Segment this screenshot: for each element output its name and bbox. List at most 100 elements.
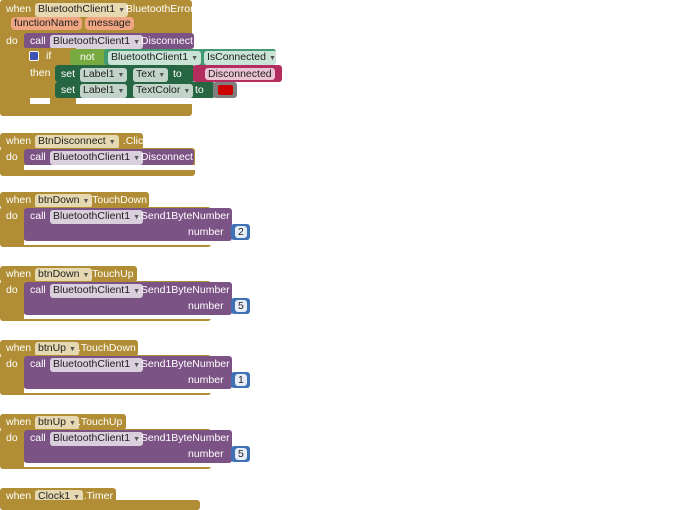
chevron-down-icon: ▼ — [69, 346, 76, 353]
do-label: do — [6, 151, 18, 163]
property-name: Text — [136, 68, 156, 80]
when-label: when — [6, 194, 32, 206]
component-dropdown[interactable]: BtnDisconnect ▼ — [35, 135, 119, 149]
param-functionName[interactable]: functionName — [11, 17, 82, 30]
number-value[interactable]: 5 — [235, 448, 247, 460]
if-label: if — [46, 50, 52, 62]
component-name: BluetoothClient1 — [53, 210, 131, 222]
when-label: when — [6, 416, 32, 428]
when-label: when — [6, 490, 32, 502]
component-dropdown[interactable]: btnUp ▼ — [35, 342, 79, 356]
component-dropdown[interactable]: btnUp ▼ — [35, 416, 79, 430]
component-dropdown[interactable]: BluetoothClient1 ▼ — [50, 432, 143, 446]
do-label: do — [6, 210, 18, 222]
property-dropdown[interactable]: Text ▼ — [133, 68, 169, 82]
chevron-down-icon: ▼ — [133, 39, 140, 46]
call-send1bytenumber-block[interactable]: call BluetoothClient1 ▼ .Send1ByteNumber num… — [24, 282, 232, 315]
component-dropdown[interactable]: BluetoothClient1 ▼ — [50, 284, 143, 298]
chevron-down-icon: ▼ — [108, 139, 116, 146]
number-value[interactable]: 5 — [235, 300, 247, 312]
number-block[interactable]: 2 — [231, 224, 250, 240]
event-name: .Click — [122, 135, 149, 147]
component-dropdown[interactable]: Label1 ▼ — [80, 84, 128, 98]
component-dropdown[interactable]: BluetoothClient1 ▼ — [50, 358, 143, 372]
component-dropdown[interactable]: Label1 ▼ — [80, 68, 128, 82]
event-block[interactable]: when btnUp ▼ .TouchDown — [0, 340, 138, 356]
when-label: when — [6, 342, 32, 354]
isconnected-getter-block[interactable]: BluetoothClient1 ▼ IsConnected ▼ — [104, 49, 279, 65]
event-block[interactable]: when btnUp ▼ .TouchUp — [0, 414, 126, 430]
method-name: .Disconnect — [138, 151, 193, 163]
component-name: BluetoothClient1 — [53, 35, 131, 47]
component-name: BluetoothClient1 — [53, 358, 131, 370]
component-dropdown[interactable]: BluetoothClient1 ▼ — [35, 3, 128, 17]
property-dropdown[interactable]: TextColor ▼ — [133, 84, 194, 98]
method-name: .Send1ByteNumber — [138, 210, 230, 222]
number-value[interactable]: 1 — [235, 374, 247, 386]
number-block[interactable]: 5 — [231, 298, 250, 314]
when-label: when — [6, 268, 32, 280]
number-block[interactable]: 1 — [231, 372, 250, 388]
color-block[interactable] — [213, 82, 237, 98]
method-name: .Disconnect — [138, 35, 193, 47]
do-slot — [24, 462, 211, 467]
event-block[interactable]: when btnDown ▼ .TouchUp — [0, 266, 138, 282]
call-send1bytenumber-block[interactable]: call BluetoothClient1 ▼ .Send1ByteNumber num… — [24, 208, 232, 241]
component-name: Label1 — [83, 84, 115, 96]
component-name: BluetoothClient1 — [53, 284, 131, 296]
event-block[interactable]: when BtnDisconnect ▼ .Click — [0, 133, 148, 149]
call-label: call — [30, 432, 46, 444]
do-slot — [24, 240, 211, 245]
method-name: .Send1ByteNumber — [138, 432, 230, 444]
set-label: set — [61, 68, 76, 80]
do-slot — [24, 165, 195, 170]
call-disconnect-block[interactable]: call BluetoothClient1 ▼ .Disconnect — [24, 33, 194, 49]
component-name: btnDown — [38, 268, 80, 280]
method-name: .Send1ByteNumber — [138, 358, 230, 370]
component-dropdown[interactable]: btnDown ▼ — [35, 268, 93, 282]
chevron-down-icon: ▼ — [158, 72, 166, 79]
component-dropdown[interactable]: BluetoothClient1 ▼ — [50, 151, 143, 165]
do-label: do — [6, 432, 18, 444]
component-dropdown[interactable]: BluetoothClient1 ▼ — [108, 51, 201, 65]
component-dropdown[interactable]: btnDown ▼ — [35, 194, 93, 208]
chevron-down-icon: ▼ — [117, 88, 125, 95]
call-label: call — [30, 284, 46, 296]
param-message[interactable]: message — [85, 17, 134, 30]
set-label-textcolor-block[interactable]: set Label1 ▼ TextColor ▼ to — [55, 82, 215, 98]
gear-icon[interactable] — [29, 51, 39, 61]
when-label: when — [6, 3, 32, 15]
chevron-down-icon: ▼ — [117, 72, 125, 79]
event-block[interactable]: when btnDown ▼ .TouchDown — [0, 192, 150, 208]
component-name: BtnDisconnect — [38, 135, 106, 147]
number-value[interactable]: 2 — [235, 226, 247, 238]
component-dropdown[interactable]: BluetoothClient1 ▼ — [50, 35, 143, 49]
to-label: to — [173, 68, 182, 80]
component-dropdown[interactable]: BluetoothClient1 ▼ — [50, 210, 143, 224]
call-send1bytenumber-block[interactable]: call BluetoothClient1 ▼ .Send1ByteNumber num… — [24, 356, 232, 389]
component-name: BluetoothClient1 — [53, 432, 131, 444]
chevron-down-icon: ▼ — [133, 362, 140, 369]
component-name: btnDown — [38, 194, 80, 206]
do-slot — [24, 388, 211, 393]
set-label-text-block[interactable]: set Label1 ▼ Text ▼ to — [55, 65, 195, 82]
number-arg-label: number — [188, 226, 224, 238]
call-disconnect-block[interactable]: call BluetoothClient1 ▼ .Disconnect — [24, 149, 194, 165]
call-send1bytenumber-block[interactable]: call BluetoothClient1 ▼ .Send1ByteNumber num… — [24, 430, 232, 463]
chevron-down-icon: ▼ — [82, 272, 90, 279]
chevron-down-icon: ▼ — [133, 288, 140, 295]
when-label: when — [6, 135, 32, 147]
call-label: call — [30, 358, 46, 370]
chevron-down-icon: ▼ — [118, 7, 125, 14]
chevron-down-icon: ▼ — [183, 88, 191, 95]
number-block[interactable]: 5 — [231, 446, 250, 462]
text-value[interactable]: Disconnected — [205, 68, 275, 80]
do-label: do — [6, 35, 18, 47]
then-label: then — [30, 67, 51, 79]
call-label: call — [30, 151, 46, 163]
property-dropdown[interactable]: IsConnected ▼ — [204, 51, 279, 65]
property-name: TextColor — [136, 84, 181, 96]
color-swatch[interactable] — [218, 85, 233, 95]
if-bottom-gap — [30, 98, 50, 104]
text-string-block[interactable]: Disconnected — [193, 65, 282, 82]
